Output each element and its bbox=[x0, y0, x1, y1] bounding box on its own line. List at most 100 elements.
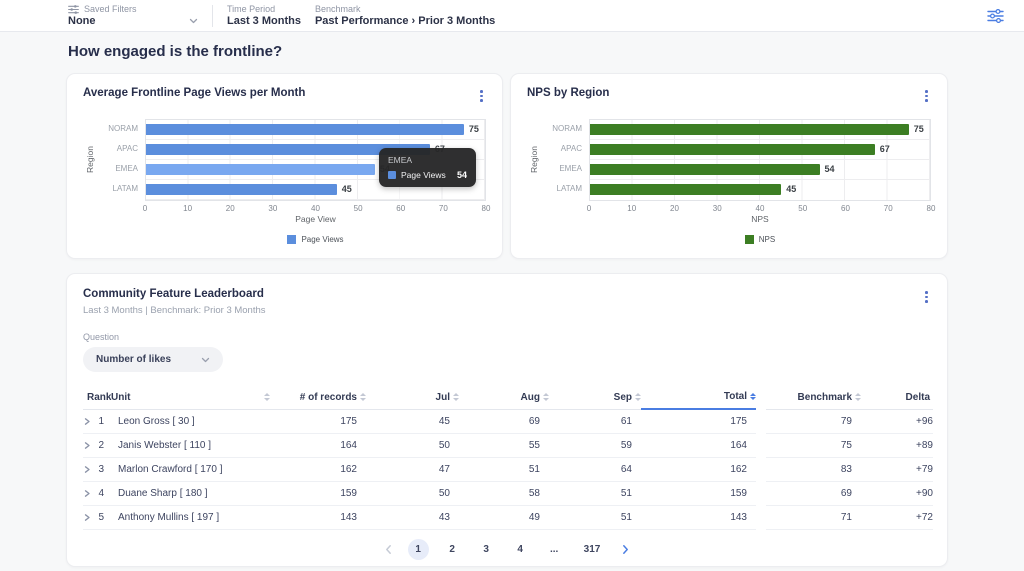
bar-noram[interactable] bbox=[146, 123, 464, 135]
column-header-total[interactable]: Total bbox=[641, 385, 756, 410]
leaderboard-table: Rank Unit # of records Jul Aug Sep Total Benchm… bbox=[83, 385, 933, 530]
page-views-chart: RegionNORAMAPACEMEALATAM75675445EMEAPage… bbox=[83, 118, 490, 244]
expand-row-icon[interactable] bbox=[83, 513, 97, 522]
expand-row-icon[interactable] bbox=[83, 465, 97, 474]
table-row: 2 Janis Webster [ 110 ] 164 50 55 59 164 75 +89 bbox=[83, 434, 933, 458]
value-cell-aug: 55 bbox=[459, 434, 549, 458]
value-cell-benchmark: 69 bbox=[766, 482, 861, 506]
pagination-ellipsis[interactable]: ... bbox=[544, 539, 565, 560]
x-tick: 50 bbox=[798, 203, 808, 213]
kebab-menu-icon[interactable] bbox=[477, 87, 486, 105]
x-tick: 50 bbox=[353, 203, 363, 213]
rank-value: 5 bbox=[98, 512, 104, 523]
leaderboard-subtitle: Last 3 Months | Benchmark: Prior 3 Month… bbox=[83, 305, 266, 316]
tooltip-series-name: Page Views bbox=[401, 169, 446, 180]
saved-filters-value[interactable]: None bbox=[68, 15, 96, 27]
bar-latam[interactable] bbox=[590, 183, 782, 195]
page-button-2[interactable]: 2 bbox=[442, 539, 463, 560]
column-header-rank[interactable]: Rank bbox=[83, 385, 111, 410]
column-gap bbox=[756, 506, 766, 530]
legend: Page Views bbox=[145, 234, 486, 244]
bar-value-label: 75 bbox=[468, 123, 479, 134]
time-period-value[interactable]: Last 3 Months bbox=[227, 15, 301, 27]
column-header-unit[interactable]: Unit bbox=[111, 385, 276, 410]
column-header-sep[interactable]: Sep bbox=[549, 385, 641, 410]
kebab-menu-icon[interactable] bbox=[922, 288, 931, 306]
tooltip-value: 54 bbox=[456, 169, 467, 180]
bar-apac[interactable] bbox=[146, 143, 430, 155]
previous-page-button[interactable] bbox=[382, 542, 395, 557]
sort-icon bbox=[750, 392, 756, 401]
column-header-aug[interactable]: Aug bbox=[459, 385, 549, 410]
sort-icon bbox=[360, 393, 366, 401]
sliders-icon bbox=[68, 4, 79, 14]
bar-emea[interactable] bbox=[590, 163, 820, 175]
bar-value-label: 45 bbox=[341, 183, 352, 194]
expand-row-icon[interactable] bbox=[83, 441, 97, 450]
divider bbox=[212, 4, 213, 27]
category-label-noram: NORAM bbox=[552, 123, 582, 133]
tooltip-title: EMEA bbox=[388, 154, 413, 165]
question-label: Question bbox=[83, 332, 120, 342]
page-button-317[interactable]: 317 bbox=[578, 539, 607, 560]
page-button-3[interactable]: 3 bbox=[476, 539, 497, 560]
bar-row: 45 bbox=[146, 180, 485, 200]
rank-cell: 3 bbox=[83, 458, 111, 482]
chart-card-nps: NPS by Region Region NORAM APAC EMEA LATAM 75… bbox=[510, 73, 948, 259]
table-header-row: Rank Unit # of records Jul Aug Sep Total Benchm… bbox=[83, 385, 933, 410]
plot-area: 75 67 54 45 bbox=[589, 118, 931, 201]
value-cell-total: 162 bbox=[641, 458, 756, 482]
pagination: 1 2 3 4... 317 bbox=[83, 539, 931, 560]
value-cell-delta: +90 bbox=[861, 482, 933, 506]
benchmark-value[interactable]: Past Performance › Prior 3 Months bbox=[314, 15, 496, 27]
chevron-down-icon[interactable] bbox=[189, 18, 198, 24]
bar-noram[interactable] bbox=[590, 123, 909, 135]
tooltip-series-swatch bbox=[388, 170, 396, 179]
next-page-button[interactable] bbox=[619, 542, 632, 557]
bar-row: 45 bbox=[590, 180, 930, 200]
kebab-menu-icon[interactable] bbox=[922, 87, 931, 105]
expand-row-icon[interactable] bbox=[83, 417, 97, 426]
value-cell-jul: 43 bbox=[366, 506, 459, 530]
value-cell-delta: +89 bbox=[861, 434, 933, 458]
value-cell-aug: 49 bbox=[459, 506, 549, 530]
value-cell--of-records: 159 bbox=[276, 482, 366, 506]
value-cell-sep: 61 bbox=[549, 410, 641, 434]
charts-row: Average Frontline Page Views per Month R… bbox=[66, 73, 948, 259]
value-cell-sep: 59 bbox=[549, 434, 641, 458]
sort-icon bbox=[855, 393, 861, 401]
value-cell-benchmark: 83 bbox=[766, 458, 861, 482]
value-cell-benchmark: 71 bbox=[766, 506, 861, 530]
chart-card-page-views: Average Frontline Page Views per Month R… bbox=[66, 73, 503, 259]
page-button-1[interactable]: 1 bbox=[407, 539, 429, 560]
saved-filters-control[interactable]: Saved Filters None bbox=[68, 4, 198, 27]
unit-cell: Anthony Mullins [ 197 ] bbox=[111, 506, 276, 530]
page-button-4[interactable]: 4 bbox=[510, 539, 531, 560]
value-cell-total: 175 bbox=[641, 410, 756, 434]
column-header-benchmark[interactable]: Benchmark bbox=[766, 385, 861, 410]
column-gap bbox=[756, 458, 766, 482]
bar-apac[interactable] bbox=[590, 143, 875, 155]
category-label-latam: LATAM bbox=[556, 183, 582, 193]
x-tick: 30 bbox=[268, 203, 278, 213]
column-header-jul[interactable]: Jul bbox=[366, 385, 459, 410]
time-period-control[interactable]: Time Period Last 3 Months bbox=[227, 4, 301, 27]
question-select[interactable]: Number of likes bbox=[83, 347, 224, 372]
x-axis-title: NPS bbox=[751, 213, 769, 224]
filters-button[interactable] bbox=[983, 5, 1008, 27]
legend-swatch bbox=[744, 234, 754, 244]
y-axis-title: Region bbox=[85, 146, 95, 174]
bar-emea[interactable] bbox=[146, 163, 375, 175]
value-cell--of-records: 143 bbox=[276, 506, 366, 530]
bar-value-label: 75 bbox=[913, 123, 924, 134]
bar-latam[interactable] bbox=[146, 183, 337, 195]
expand-row-icon[interactable] bbox=[83, 489, 97, 498]
unit-cell: Marlon Crawford [ 170 ] bbox=[111, 458, 276, 482]
x-tick: 10 bbox=[627, 203, 637, 213]
column-header-delta[interactable]: Delta bbox=[861, 385, 933, 410]
column-header--of-records[interactable]: # of records bbox=[276, 385, 366, 410]
x-tick: 0 bbox=[586, 203, 592, 213]
x-axis-title: Page View bbox=[295, 213, 336, 224]
leaderboard-card: Community Feature Leaderboard Last 3 Mon… bbox=[66, 273, 948, 567]
benchmark-control[interactable]: Benchmark Past Performance › Prior 3 Mon… bbox=[315, 4, 495, 27]
